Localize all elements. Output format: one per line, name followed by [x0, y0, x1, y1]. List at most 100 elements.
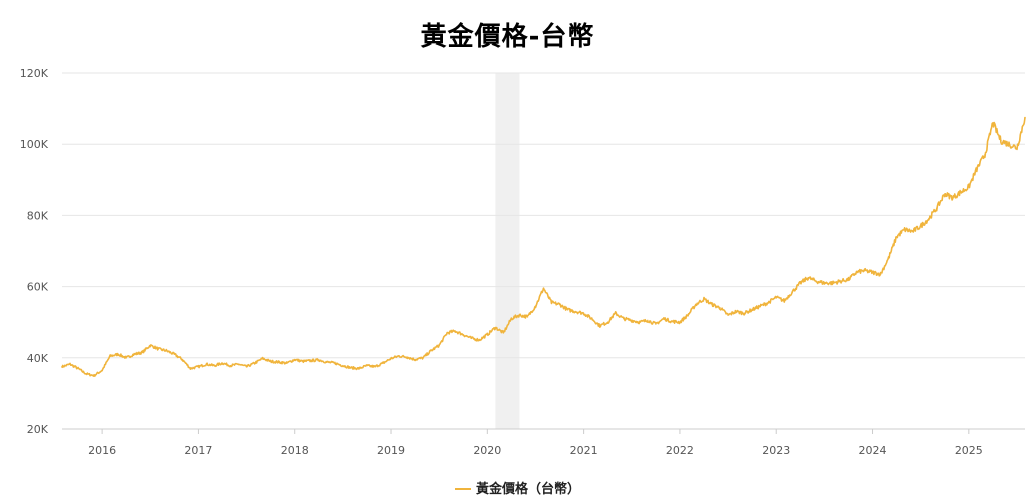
data-point: [855, 271, 858, 274]
data-point: [486, 333, 489, 336]
data-point: [526, 316, 529, 318]
data-point: [895, 235, 898, 238]
data-point: [173, 353, 176, 356]
data-point: [1016, 146, 1018, 149]
data-point: [478, 339, 481, 341]
data-point: [903, 228, 906, 231]
data-point: [542, 287, 545, 290]
data-point: [992, 122, 994, 124]
data-point: [326, 361, 328, 363]
data-point: [334, 362, 336, 364]
data-point: [968, 186, 970, 188]
data-point: [157, 348, 160, 350]
data-point: [301, 360, 304, 363]
data-point: [462, 333, 465, 336]
data-point: [743, 312, 745, 315]
data-point: [735, 310, 737, 313]
data-point: [133, 353, 136, 356]
y-tick-label: 20K: [27, 423, 49, 436]
data-point: [438, 344, 440, 347]
data-point: [791, 291, 794, 293]
data-point: [93, 374, 95, 377]
data-point: [630, 319, 633, 322]
data-point: [863, 269, 866, 272]
data-point: [927, 218, 930, 220]
data-point: [582, 312, 585, 315]
data-point: [919, 225, 922, 227]
data-point: [69, 363, 71, 366]
data-point: [253, 362, 256, 364]
data-point: [446, 332, 449, 334]
legend-swatch: [454, 487, 471, 490]
data-point: [887, 257, 890, 259]
data-point: [318, 359, 320, 361]
data-point: [655, 323, 657, 325]
data-point: [125, 357, 127, 359]
x-tick-label: 2023: [762, 444, 790, 457]
data-point: [550, 301, 553, 304]
data-point: [350, 366, 352, 369]
series-line-gold-price: [61, 117, 1026, 377]
data-point: [879, 273, 882, 275]
data-point: [285, 362, 288, 364]
data-point: [679, 321, 681, 324]
data-point: [213, 364, 216, 367]
data-point: [911, 230, 914, 233]
data-point: [711, 303, 713, 306]
data-point: [815, 280, 818, 283]
data-point: [614, 312, 617, 315]
data-point: [382, 362, 384, 364]
legend[interactable]: 黃金價格（台幣）: [0, 478, 1035, 497]
data-point: [85, 373, 87, 375]
data-point: [759, 305, 761, 307]
data-point: [237, 363, 240, 366]
data-point: [406, 356, 408, 358]
data-point: [598, 324, 601, 327]
data-point: [558, 303, 561, 306]
data-point: [518, 314, 521, 316]
data-point: [141, 351, 144, 354]
x-tick-label: 2021: [570, 444, 598, 457]
data-point: [719, 307, 721, 309]
data-point: [831, 282, 834, 284]
data-point: [374, 365, 376, 368]
data-point: [77, 367, 79, 370]
data-point: [309, 359, 312, 362]
data-point: [663, 317, 665, 320]
data-point: [510, 317, 513, 320]
data-point: [639, 321, 641, 324]
data-point: [293, 358, 296, 361]
data-point: [470, 337, 473, 340]
x-tick-label: 2022: [666, 444, 694, 457]
data-point: [871, 271, 874, 274]
data-point: [823, 282, 826, 284]
x-tick-label: 2025: [955, 444, 983, 457]
x-tick-label: 2016: [88, 444, 116, 457]
y-tick-label: 100K: [20, 138, 49, 151]
y-tick-label: 40K: [27, 352, 49, 365]
x-tick-label: 2024: [859, 444, 887, 457]
data-point: [727, 314, 729, 316]
data-point: [398, 355, 400, 357]
data-point: [502, 332, 505, 334]
x-tick-label: 2020: [473, 444, 501, 457]
data-point: [197, 365, 200, 368]
data-point: [1024, 116, 1026, 119]
data-point: [269, 360, 272, 363]
data-point: [574, 310, 577, 313]
data-point: [101, 369, 103, 372]
data-point: [494, 326, 497, 329]
data-point: [390, 357, 392, 360]
data-point: [671, 320, 673, 323]
data-point: [205, 363, 208, 366]
y-tick-label: 80K: [27, 209, 49, 222]
data-point: [189, 367, 192, 370]
x-tick-label: 2018: [281, 444, 309, 457]
data-point: [566, 308, 569, 311]
data-point: [847, 278, 850, 281]
data-point: [342, 364, 344, 367]
data-point: [430, 349, 432, 352]
data-point: [61, 365, 63, 368]
data-point: [647, 319, 649, 322]
